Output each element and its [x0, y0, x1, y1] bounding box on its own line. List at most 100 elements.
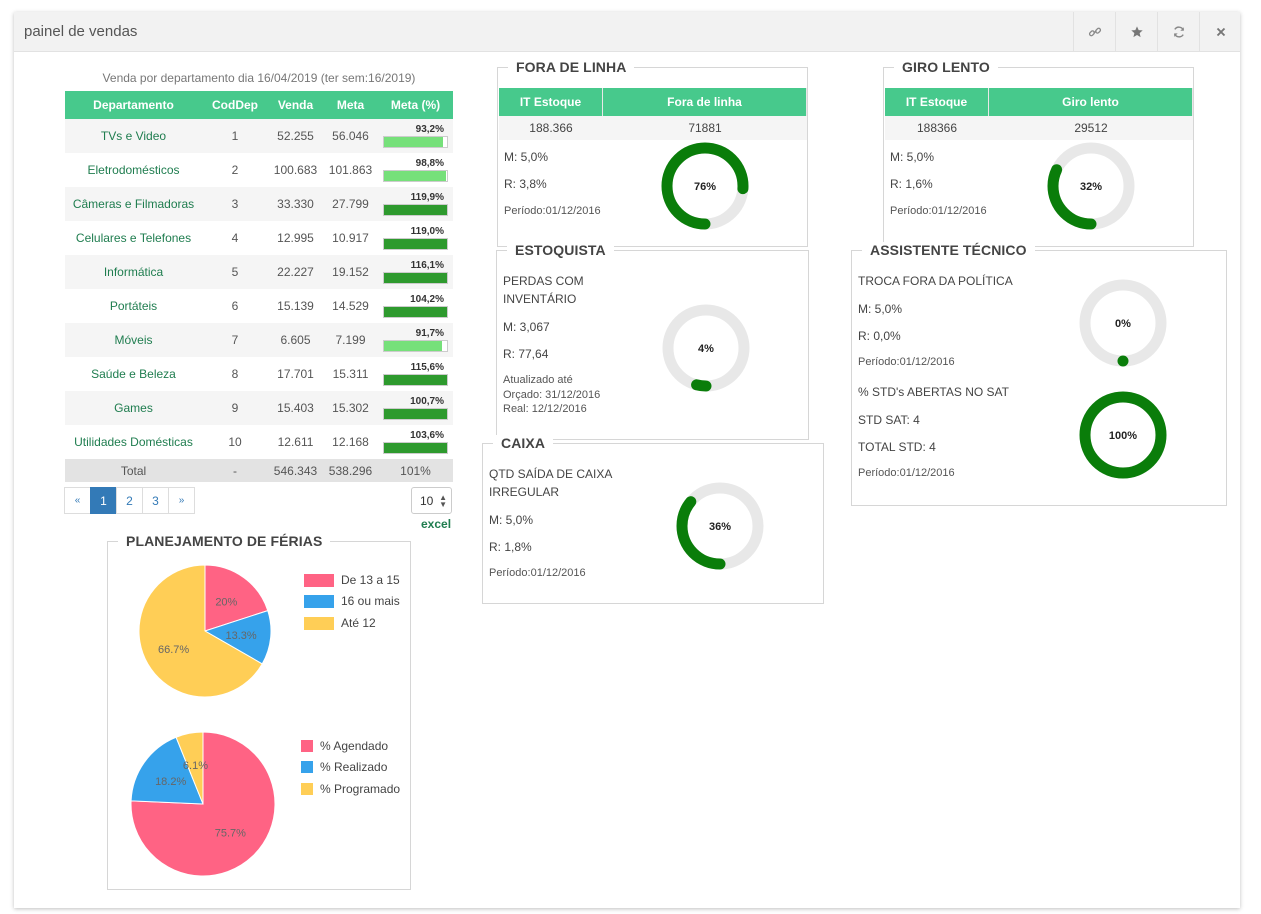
refresh-button[interactable]: [1157, 12, 1199, 52]
assistente-a-r: R: 0,0%: [858, 329, 901, 343]
pie1-legend-label-2: Até 12: [341, 616, 376, 630]
col-venda[interactable]: Venda: [268, 91, 323, 119]
caixa-r: R: 1,8%: [489, 540, 532, 554]
col-departamento[interactable]: Departamento: [65, 91, 202, 119]
dep-meta-pct-cell: 104,2%: [378, 289, 453, 323]
pie2-legend-label-0: % Agendado: [320, 739, 389, 753]
fora-linha-col-estoque: IT Estoque: [499, 88, 603, 116]
dep-code: 10: [228, 435, 242, 449]
dep-code: 8: [231, 367, 239, 381]
meta-pct-label: 93,2%: [415, 124, 444, 135]
dep-venda: 15.139: [277, 299, 314, 313]
link-button[interactable]: [1073, 12, 1115, 52]
fora-linha-m: M: 5,0%: [504, 150, 549, 164]
dep-meta: 27.799: [323, 187, 378, 221]
star-icon: [1130, 26, 1143, 38]
caixa-title: CAIXA: [493, 435, 554, 451]
gauge-arc: [676, 482, 764, 570]
excel-export-link[interactable]: excel: [421, 517, 452, 531]
pager-page-2[interactable]: 2: [116, 487, 143, 514]
fora-linha-estoque-value: 188.366: [529, 121, 573, 135]
assistente-title: ASSISTENTE TÉCNICO: [862, 242, 1035, 258]
pie1-legend-1[interactable]: 16 ou mais: [304, 594, 400, 608]
title-bar: painel de vendas: [14, 12, 1240, 52]
meta-progress-bar: [383, 136, 448, 148]
dep-code: 9: [202, 391, 268, 425]
dep-venda: 15.403: [268, 391, 323, 425]
dep-venda: 52.255: [268, 119, 323, 153]
sales-row: Informática 5 22.227 19.152 116,1%: [65, 255, 453, 289]
dep-name: TVs e Video: [65, 119, 202, 153]
meta-pct-label: 119,9%: [410, 192, 444, 203]
pie2-legend-label-1: % Realizado: [320, 760, 388, 774]
dep-name: Games: [65, 391, 202, 425]
dep-meta-pct-cell: 115,6%: [378, 357, 453, 391]
pager-prev[interactable]: «: [64, 487, 91, 514]
gauge-label: 36%: [709, 521, 731, 533]
pie1-legend-label-0: De 13 a 15: [341, 573, 400, 587]
meta-progress-bar: [383, 306, 448, 318]
pie2-legend-1[interactable]: % Realizado: [301, 760, 387, 774]
assistente-a-gauge: 0%: [1079, 279, 1167, 367]
gauge-label: 0%: [1115, 318, 1131, 330]
meta-pct-label: 100,7%: [410, 396, 444, 407]
close-button[interactable]: [1199, 12, 1241, 52]
caixa-line2: IRREGULAR: [489, 485, 560, 499]
fora-linha-col-fora: Fora de linha: [603, 88, 807, 116]
gauge-label: 100%: [1109, 430, 1137, 442]
pager-page-1[interactable]: 1: [90, 487, 117, 514]
sales-total-row: Total - 546.343 538.296 101%: [65, 459, 453, 482]
dep-meta: 101.863: [328, 163, 373, 177]
pie2-swatch-0: [301, 740, 313, 752]
estoquista-upd2: Orçado: 31/12/2016: [503, 389, 601, 401]
giro-lento-r: R: 1,6%: [890, 177, 933, 191]
pager-page-3[interactable]: 3: [142, 487, 169, 514]
caixa-gauge: 36%: [676, 482, 764, 570]
gauge-arc: [1047, 142, 1135, 230]
pie2-legend-0[interactable]: % Agendado: [301, 739, 388, 753]
col-meta-pct[interactable]: Meta (%): [378, 91, 453, 119]
meta-progress-fill: [384, 171, 447, 181]
giro-lento-col-estoque: IT Estoque: [885, 88, 989, 116]
meta-pct-label: 98,8%: [415, 158, 444, 169]
pie2-slice-1: [130, 736, 204, 805]
dep-code: 1: [202, 119, 268, 153]
caixa-panel: CAIXA QTD SAÍDA DE CAIXA IRREGULAR M: 5,…: [482, 435, 824, 604]
meta-progress-fill: [384, 307, 447, 317]
dep-meta-pct-cell: 93,2%: [378, 119, 453, 153]
estoquista-gauge: 4%: [662, 304, 750, 392]
meta-progress-bar: [383, 170, 448, 182]
gauge-arc: [1079, 279, 1167, 367]
estoquista-panel: ESTOQUISTA PERDAS COM INVENTÁRIO M: 3,06…: [496, 242, 809, 440]
meta-pct-label: 116,1%: [410, 260, 444, 271]
fora-linha-header: IT Estoque Fora de linha: [499, 88, 807, 116]
pager-next[interactable]: »: [168, 487, 195, 514]
fora-linha-r: R: 3,8%: [504, 177, 547, 191]
favorite-button[interactable]: [1115, 12, 1157, 52]
meta-progress-bar: [383, 442, 448, 454]
gauge-label: 76%: [694, 181, 716, 193]
meta-progress-bar: [383, 340, 448, 352]
dep-name: Eletrodomésticos: [87, 163, 180, 177]
dep-meta-pct-cell: 91,7%: [378, 323, 453, 357]
ferias-panel: PLANEJAMENTO DE FÉRIAS 20% 13.3% 66.7% De …: [107, 533, 411, 890]
page-size-select[interactable]: 10 ▲ ▼: [411, 487, 452, 514]
pie1-legend-0[interactable]: De 13 a 15: [304, 573, 400, 587]
pie1-label-0: 20%: [215, 597, 237, 609]
col-coddep[interactable]: CodDep: [202, 91, 268, 119]
pie2-legend-2[interactable]: % Programado: [301, 782, 400, 796]
total-meta: 538.296: [323, 459, 378, 482]
total-label: Total: [65, 459, 202, 482]
pie2-swatch-1: [301, 761, 313, 773]
meta-pct-label: 115,6%: [410, 362, 444, 373]
pie1-swatch-0: [304, 573, 334, 587]
dep-meta: 7.199: [323, 323, 378, 357]
pie1-legend-2[interactable]: Até 12: [304, 616, 376, 630]
fora-linha-fora-value: 71881: [688, 121, 722, 135]
col-meta[interactable]: Meta: [323, 91, 378, 119]
estoquista-title: ESTOQUISTA: [507, 242, 614, 258]
meta-progress-bar: [383, 238, 448, 250]
ferias-title: PLANEJAMENTO DE FÉRIAS: [118, 533, 331, 549]
meta-pct-label: 104,2%: [410, 294, 444, 305]
sales-row: TVs e Video 1 52.255 56.046 93,2%: [65, 119, 453, 153]
